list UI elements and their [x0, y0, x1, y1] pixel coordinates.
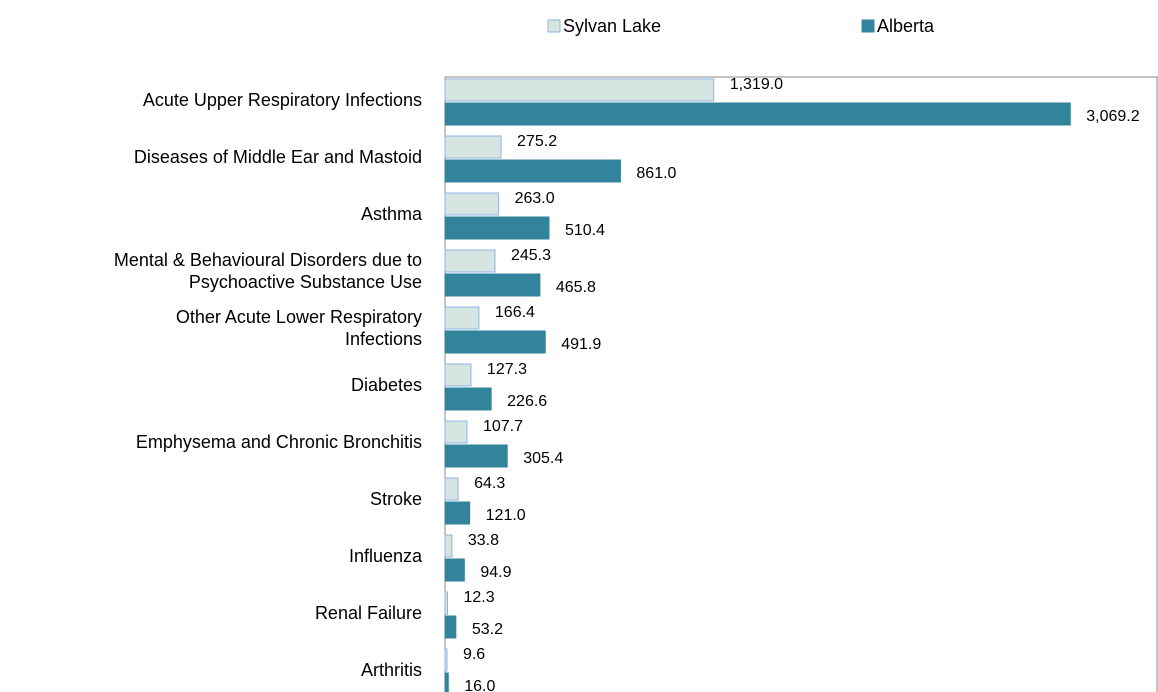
category-label: Mental & Behavioural Disorders due to Ps…	[113, 250, 422, 292]
value-label: 1,319.0	[730, 76, 783, 93]
bar	[444, 273, 541, 297]
value-label: 94.9	[480, 564, 511, 581]
value-label: 861.0	[636, 165, 676, 182]
value-label: 305.4	[523, 450, 563, 467]
bar	[444, 501, 471, 525]
bar	[444, 477, 459, 501]
legend-label: Alberta	[877, 16, 935, 36]
bar	[444, 249, 496, 273]
bar	[444, 444, 508, 468]
category-label: Diabetes	[350, 375, 422, 395]
bar	[444, 102, 1071, 126]
value-label: 510.4	[565, 222, 605, 239]
category-label: Other Acute Lower Respiratory Infections	[175, 307, 422, 349]
legend-swatch	[547, 19, 561, 33]
value-label: 64.3	[474, 475, 505, 492]
value-label: 3,069.2	[1086, 108, 1139, 125]
value-label: 263.0	[515, 190, 555, 207]
category-label: Diseases of Middle Ear and Mastoid	[133, 147, 422, 167]
value-label: 121.0	[486, 507, 526, 524]
category-label: Influenza	[348, 546, 422, 566]
value-label: 53.2	[472, 621, 503, 638]
value-label: 107.7	[483, 418, 523, 435]
value-label: 166.4	[495, 304, 535, 321]
bar	[444, 159, 621, 183]
legend-swatch	[861, 19, 875, 33]
bar	[444, 135, 502, 159]
legend-label: Sylvan Lake	[563, 16, 661, 36]
category-label: Arthritis	[360, 660, 422, 680]
value-label: 9.6	[463, 646, 485, 663]
bar	[444, 363, 472, 387]
bar	[444, 420, 468, 444]
bar	[444, 387, 492, 411]
category-label: Stroke	[369, 489, 422, 509]
bar	[444, 78, 715, 102]
value-label: 245.3	[511, 247, 551, 264]
bar	[444, 534, 453, 558]
bar	[444, 672, 449, 692]
bar	[444, 648, 448, 672]
value-label: 127.3	[487, 361, 527, 378]
category-label: Emphysema and Chronic Bronchitis	[135, 432, 422, 452]
value-label: 275.2	[517, 133, 557, 150]
category-label: Renal Failure	[314, 603, 422, 623]
value-label: 491.9	[561, 336, 601, 353]
bar	[444, 192, 500, 216]
bar	[444, 615, 457, 639]
category-label: Asthma	[360, 204, 422, 224]
bar	[444, 216, 550, 240]
bar	[444, 558, 465, 582]
value-label: 33.8	[468, 532, 499, 549]
value-label: 465.8	[556, 279, 596, 296]
bar	[444, 330, 546, 354]
value-label: 16.0	[464, 678, 495, 692]
value-label: 12.3	[464, 589, 495, 606]
value-label: 226.6	[507, 393, 547, 410]
category-label: Acute Upper Respiratory Infections	[142, 90, 422, 110]
bar	[444, 591, 449, 615]
bar	[444, 306, 480, 330]
